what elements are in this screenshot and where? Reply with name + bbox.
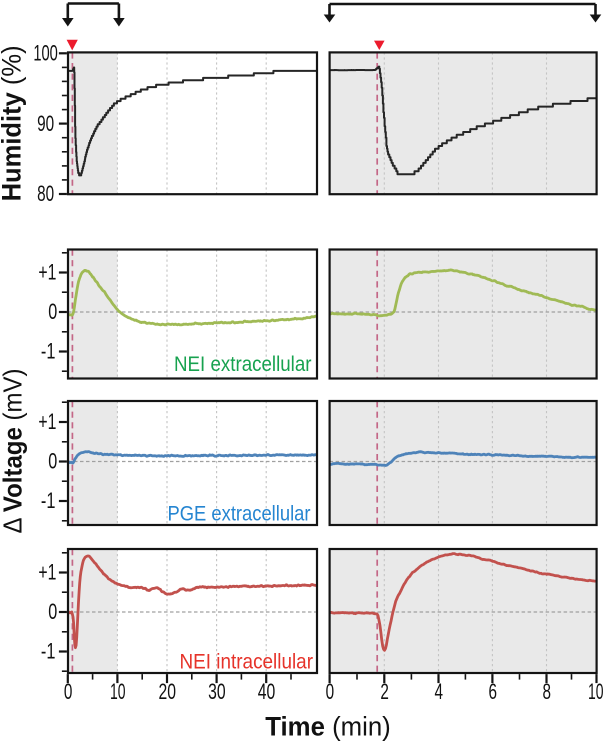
svg-text:6: 6 (488, 679, 497, 704)
svg-text:-1: -1 (41, 488, 56, 513)
svg-text:Time (min): Time (min) (265, 712, 391, 742)
svg-text:+1: +1 (38, 260, 56, 285)
svg-text:PGE extracellular: PGE extracellular (168, 502, 311, 526)
svg-text:Humidity (%): Humidity (%) (0, 45, 27, 201)
svg-text:0: 0 (64, 679, 73, 704)
svg-text:10: 10 (110, 679, 126, 704)
svg-text:+1: +1 (38, 560, 56, 585)
svg-text:4: 4 (435, 679, 444, 704)
svg-text:-1: -1 (41, 639, 56, 664)
svg-text:+1: +1 (38, 409, 56, 434)
svg-text:0: 0 (326, 679, 335, 704)
svg-text:40: 40 (258, 679, 276, 704)
svg-text:20: 20 (159, 679, 177, 704)
svg-text:30: 30 (208, 679, 226, 704)
svg-text:NEI intracellular: NEI intracellular (180, 649, 314, 673)
svg-text:Δ Voltage (mV): Δ Voltage (mV) (0, 369, 28, 534)
svg-text:-1: -1 (41, 339, 56, 364)
svg-text:80: 80 (37, 181, 54, 206)
svg-text:100: 100 (33, 41, 58, 66)
svg-text:NEI extracellular: NEI extracellular (174, 352, 312, 376)
svg-text:90: 90 (37, 111, 54, 136)
svg-text:10: 10 (588, 679, 604, 704)
svg-text:0: 0 (48, 299, 57, 324)
svg-text:8: 8 (543, 679, 552, 704)
svg-text:2: 2 (380, 679, 389, 704)
svg-text:0: 0 (48, 449, 57, 474)
svg-text:0: 0 (48, 599, 57, 624)
